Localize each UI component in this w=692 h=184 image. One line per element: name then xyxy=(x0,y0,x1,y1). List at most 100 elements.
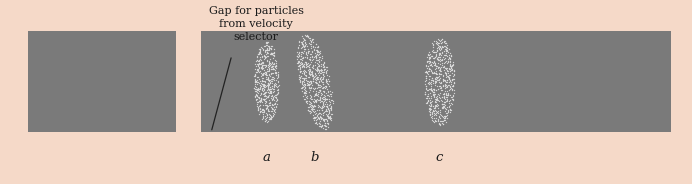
Point xyxy=(325,117,336,120)
Point xyxy=(296,43,307,46)
Point xyxy=(325,102,336,105)
Point xyxy=(302,100,313,103)
Point xyxy=(262,59,273,61)
Point xyxy=(433,72,444,75)
Point xyxy=(262,48,273,51)
Point xyxy=(269,95,280,98)
Point xyxy=(265,65,276,68)
Point xyxy=(443,84,454,87)
Point xyxy=(420,64,431,67)
Point xyxy=(430,82,441,85)
Point xyxy=(309,111,320,114)
Point xyxy=(298,63,309,66)
Point xyxy=(426,49,437,52)
Point xyxy=(255,66,266,69)
Point xyxy=(303,70,314,73)
Point xyxy=(426,118,437,121)
Point xyxy=(266,65,277,68)
Point xyxy=(304,109,316,112)
Point xyxy=(321,66,332,69)
Point xyxy=(444,108,455,111)
Point xyxy=(432,104,443,107)
Point xyxy=(258,53,269,56)
Point xyxy=(430,64,441,67)
Point xyxy=(261,117,272,120)
Point xyxy=(430,81,441,84)
Point xyxy=(446,67,457,70)
Point xyxy=(293,55,304,58)
Point xyxy=(323,116,334,119)
Point xyxy=(264,113,275,116)
Point xyxy=(318,65,329,68)
Point xyxy=(313,68,324,71)
Point xyxy=(270,74,281,77)
Point xyxy=(432,78,443,81)
Point xyxy=(425,63,436,66)
Point xyxy=(419,79,430,82)
Point xyxy=(266,86,277,89)
Point xyxy=(265,47,276,50)
Point xyxy=(427,42,438,45)
Point xyxy=(294,62,305,65)
Point xyxy=(428,117,439,120)
Point xyxy=(270,70,281,73)
Point xyxy=(263,63,274,66)
Point xyxy=(318,106,329,109)
Point xyxy=(298,68,309,71)
Point xyxy=(428,104,439,107)
Bar xyxy=(28,31,176,132)
Point xyxy=(429,91,440,93)
Point xyxy=(304,100,315,103)
Point xyxy=(262,83,273,86)
Point xyxy=(311,82,322,85)
Point xyxy=(439,90,450,93)
Point xyxy=(315,123,326,126)
Point xyxy=(439,54,450,56)
Point xyxy=(428,114,439,117)
Point xyxy=(320,81,331,84)
Point xyxy=(318,71,329,74)
Point xyxy=(304,59,316,62)
Point xyxy=(299,91,310,94)
Point xyxy=(436,120,447,123)
Point xyxy=(268,79,280,82)
Point xyxy=(295,64,306,67)
Point xyxy=(325,94,336,97)
Point xyxy=(304,84,315,87)
Point xyxy=(302,105,313,108)
Point xyxy=(253,78,264,81)
Point xyxy=(439,114,450,117)
Point xyxy=(312,51,323,54)
Point xyxy=(419,82,430,85)
Point xyxy=(259,66,270,69)
Point xyxy=(249,72,260,75)
Point xyxy=(249,74,260,77)
Point xyxy=(432,84,443,87)
Point xyxy=(423,65,434,68)
Point xyxy=(273,84,284,87)
Point xyxy=(316,58,327,61)
Point xyxy=(445,56,456,59)
Point xyxy=(251,89,262,91)
Point xyxy=(253,69,264,72)
Point xyxy=(440,45,451,48)
Point xyxy=(326,91,337,93)
Point xyxy=(424,50,435,53)
Point xyxy=(422,54,433,57)
Point xyxy=(253,87,264,90)
Point xyxy=(297,43,308,46)
Point xyxy=(311,70,322,73)
Point xyxy=(313,99,324,102)
Point xyxy=(427,88,438,91)
Point xyxy=(439,118,450,121)
Point xyxy=(313,117,325,120)
Point xyxy=(436,59,447,61)
Point xyxy=(426,87,437,90)
Point xyxy=(441,46,453,49)
Point xyxy=(263,46,274,49)
Point xyxy=(251,67,262,70)
Point xyxy=(309,103,320,106)
Point xyxy=(301,34,312,37)
Point xyxy=(301,75,312,78)
Point xyxy=(318,98,329,100)
